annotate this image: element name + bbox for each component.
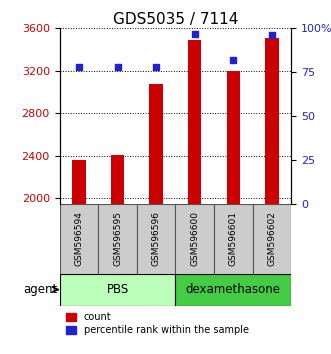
Point bbox=[76, 64, 81, 70]
Bar bbox=[253, 204, 291, 274]
Title: GDS5035 / 7114: GDS5035 / 7114 bbox=[113, 12, 238, 27]
Text: GSM596602: GSM596602 bbox=[267, 211, 276, 266]
Text: GSM596600: GSM596600 bbox=[190, 211, 199, 266]
Bar bbox=[72, 160, 86, 204]
Bar bbox=[265, 38, 279, 204]
Bar bbox=[137, 204, 175, 274]
Text: dexamethasone: dexamethasone bbox=[186, 283, 281, 296]
Bar bbox=[98, 204, 137, 274]
Bar bbox=[60, 274, 175, 306]
Legend: count, percentile rank within the sample: count, percentile rank within the sample bbox=[65, 310, 251, 337]
Text: GSM596596: GSM596596 bbox=[152, 211, 161, 266]
Bar bbox=[60, 204, 98, 274]
Bar bbox=[227, 72, 240, 204]
Text: PBS: PBS bbox=[106, 283, 129, 296]
Bar bbox=[149, 84, 163, 204]
Point bbox=[231, 57, 236, 63]
Bar bbox=[188, 40, 202, 204]
Point bbox=[269, 33, 275, 38]
Bar bbox=[111, 155, 124, 204]
Point bbox=[154, 64, 159, 70]
Bar bbox=[214, 204, 253, 274]
Text: GSM596594: GSM596594 bbox=[74, 211, 83, 266]
Point bbox=[192, 31, 197, 36]
Text: GSM596595: GSM596595 bbox=[113, 211, 122, 266]
Bar bbox=[175, 274, 291, 306]
Bar bbox=[175, 204, 214, 274]
Text: GSM596601: GSM596601 bbox=[229, 211, 238, 266]
Point bbox=[115, 64, 120, 70]
Text: agent: agent bbox=[24, 283, 58, 296]
